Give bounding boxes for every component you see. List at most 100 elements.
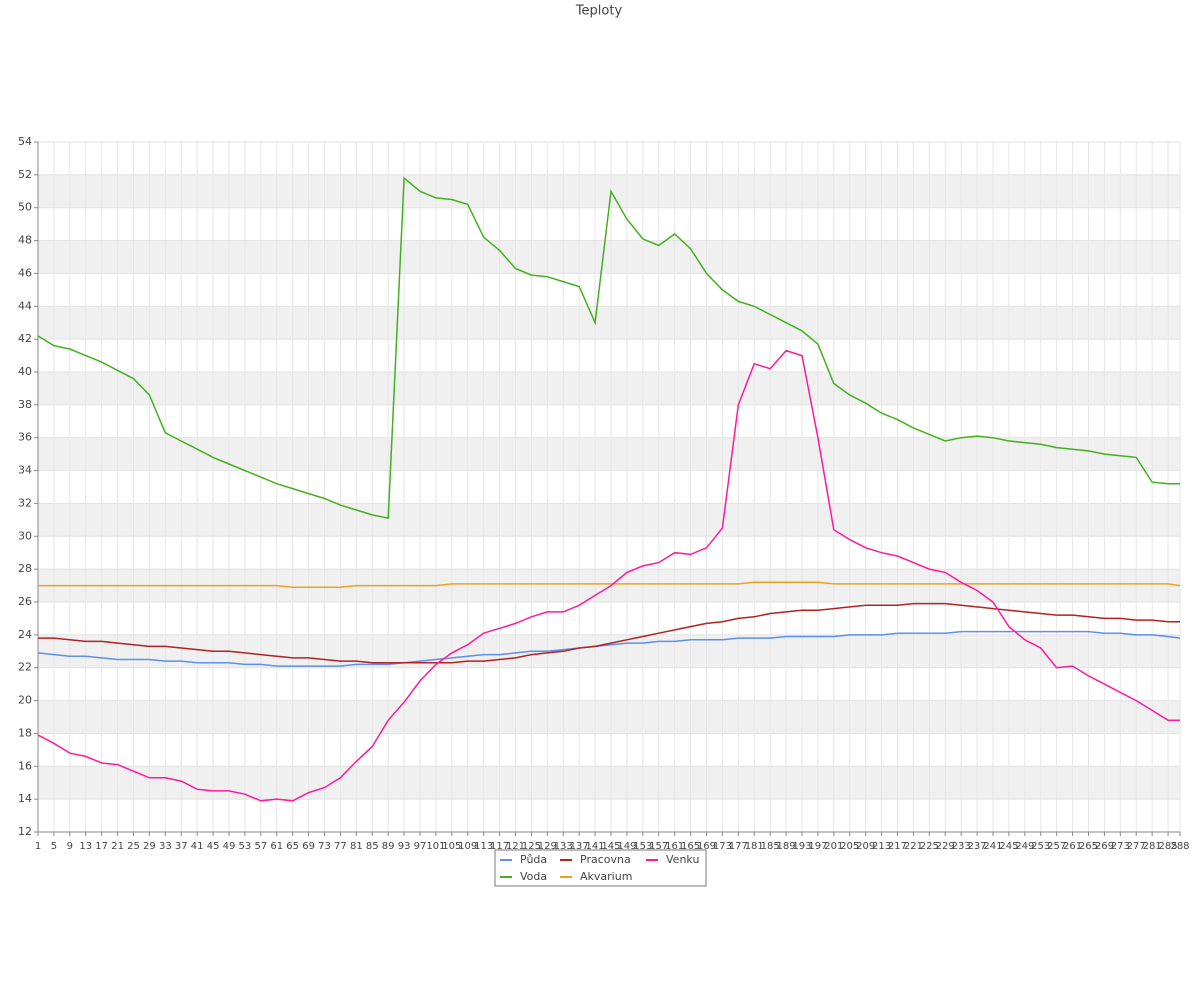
x-tick-label: 73 — [318, 841, 331, 852]
y-tick-label: 36 — [18, 431, 32, 444]
x-tick-label: 153 — [633, 841, 652, 852]
y-tick-label: 44 — [18, 299, 32, 312]
y-tick-label: 14 — [18, 792, 32, 805]
x-tick-label: 181 — [745, 841, 764, 852]
grid-band — [38, 766, 1180, 800]
grid-band — [38, 437, 1180, 471]
y-tick-label: 24 — [18, 628, 32, 641]
y-tick-label: 12 — [18, 825, 32, 838]
x-tick-label: 77 — [334, 841, 347, 852]
x-tick-label: 65 — [286, 841, 299, 852]
x-tick-label: 89 — [382, 841, 395, 852]
legend-label: Pracovna — [580, 853, 631, 866]
legend: Půda Voda Pracovna Akvarium Venku — [494, 849, 707, 887]
x-tick-label: 33 — [159, 841, 172, 852]
y-tick-label: 46 — [18, 266, 32, 279]
x-tick-label: 245 — [999, 841, 1018, 852]
series-line — [38, 602, 1180, 664]
y-tick-label: 32 — [18, 496, 32, 509]
x-tick-label: 205 — [840, 841, 859, 852]
x-tick-label: 37 — [175, 841, 188, 852]
y-tick-label: 28 — [18, 562, 32, 575]
x-tick-label: 157 — [649, 841, 668, 852]
y-tick-label: 34 — [18, 464, 32, 477]
x-tick-label: 277 — [1127, 841, 1146, 852]
x-tick-label: 193 — [792, 841, 811, 852]
grid-band — [38, 240, 1180, 274]
x-tick-label: 261 — [1063, 841, 1082, 852]
x-tick-label: 145 — [601, 841, 620, 852]
x-tick-label: 125 — [522, 841, 541, 852]
x-tick-label: 133 — [554, 841, 573, 852]
y-tick-label: 22 — [18, 661, 32, 674]
x-tick-label: 121 — [506, 841, 525, 852]
x-tick-label: 161 — [665, 841, 684, 852]
x-tick-label: 253 — [1031, 841, 1050, 852]
y-tick-label: 26 — [18, 595, 32, 608]
x-tick-label: 265 — [1079, 841, 1098, 852]
x-tick-label: 169 — [697, 841, 716, 852]
x-tick-label: 17 — [95, 841, 108, 852]
y-tick-label: 38 — [18, 398, 32, 411]
grid-band — [38, 372, 1180, 405]
x-tick-label: 25 — [127, 841, 140, 852]
x-tick-label: 197 — [808, 841, 827, 852]
x-tick-label: 105 — [442, 841, 461, 852]
x-tick-label: 113 — [474, 841, 493, 852]
grid-band — [38, 503, 1180, 537]
x-tick-label: 201 — [824, 841, 843, 852]
x-tick-label: 21 — [111, 841, 124, 852]
x-tick-label: 141 — [586, 841, 605, 852]
x-tick-label: 69 — [302, 841, 315, 852]
y-tick-label: 54 — [18, 135, 32, 148]
x-tick-label: 9 — [67, 841, 73, 852]
x-tick-label: 45 — [207, 841, 220, 852]
y-tick-label: 50 — [18, 201, 32, 214]
x-tick-label: 53 — [239, 841, 252, 852]
series-line — [37, 349, 1180, 802]
legend-box — [494, 849, 707, 887]
y-tick-label: 52 — [18, 168, 32, 181]
x-tick-label: 57 — [254, 841, 267, 852]
x-tick-label: 81 — [350, 841, 363, 852]
x-tick-label: 189 — [777, 841, 796, 852]
x-tick-label: 93 — [398, 841, 411, 852]
x-tick-label: 229 — [936, 841, 955, 852]
grid-band — [38, 700, 1180, 734]
y-tick-label: 40 — [18, 365, 32, 378]
y-tick-label: 20 — [18, 694, 32, 707]
x-tick-label: 273 — [1111, 841, 1130, 852]
series-line — [37, 176, 1180, 520]
x-tick-label: 241 — [983, 841, 1002, 852]
legend-label: Půda — [520, 853, 547, 866]
x-tick-label: 85 — [366, 841, 379, 852]
legend-label: Voda — [520, 870, 547, 883]
y-tick-label: 16 — [18, 759, 32, 772]
x-tick-label: 117 — [490, 841, 509, 852]
x-tick-label: 109 — [458, 841, 477, 852]
x-tick-label: 281 — [1143, 841, 1162, 852]
chart-title: Teploty — [575, 4, 623, 19]
series-line — [38, 581, 1181, 588]
x-tick-label: 173 — [713, 841, 732, 852]
x-tick-label: 97 — [414, 841, 427, 852]
x-tick-label: 137 — [570, 841, 589, 852]
x-tick-label: 213 — [872, 841, 891, 852]
y-tick-label: 42 — [18, 332, 32, 345]
x-tick-label: 237 — [968, 841, 987, 852]
x-tick-label: 149 — [617, 841, 636, 852]
y-tick-label: 30 — [18, 529, 32, 542]
x-tick-label: 101 — [426, 841, 445, 852]
x-tick-label: 1 — [35, 841, 41, 852]
x-tick-label: 233 — [952, 841, 971, 852]
y-tick-label: 48 — [18, 234, 32, 247]
legend-label: Akvarium — [580, 870, 632, 883]
x-tick-label: 285 — [1159, 841, 1178, 852]
x-tick-label: 221 — [904, 841, 923, 852]
x-tick-label: 49 — [223, 841, 236, 852]
x-tick-label: 61 — [270, 841, 283, 852]
x-tick-label: 177 — [729, 841, 748, 852]
x-tick-label: 288 — [1170, 841, 1189, 852]
grid-band — [38, 306, 1180, 340]
x-tick-label: 209 — [856, 841, 875, 852]
